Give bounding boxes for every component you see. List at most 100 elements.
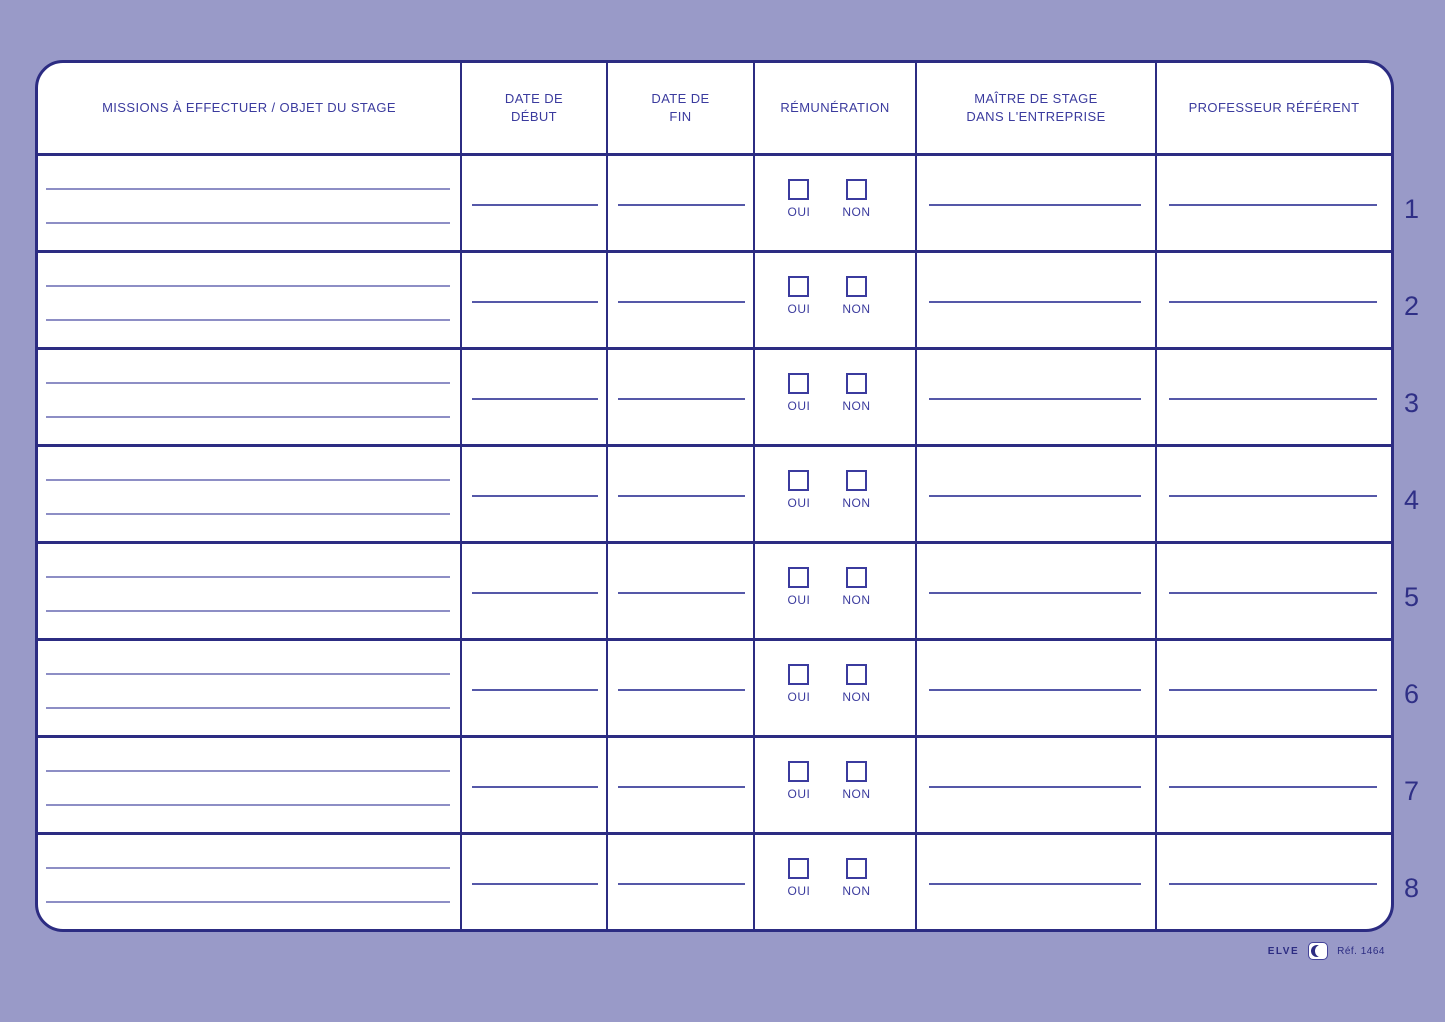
non-checkbox-group: NON xyxy=(842,858,870,898)
professeur-referent-writing-line[interactable] xyxy=(1169,592,1377,594)
date-debut-writing-line[interactable] xyxy=(472,495,598,497)
date-debut-writing-line[interactable] xyxy=(472,592,598,594)
oui-checkbox-group: OUI xyxy=(787,858,810,898)
maitre-de-stage-cell xyxy=(915,544,1155,638)
date-fin-writing-line[interactable] xyxy=(618,883,745,885)
date-fin-writing-line[interactable] xyxy=(618,689,745,691)
non-checkbox[interactable] xyxy=(845,276,867,297)
oui-label: OUI xyxy=(787,496,811,510)
date-debut-writing-line[interactable] xyxy=(472,883,598,885)
non-checkbox[interactable] xyxy=(845,858,867,879)
professeur-referent-writing-line[interactable] xyxy=(1169,301,1377,303)
date-debut-writing-line[interactable] xyxy=(472,689,598,691)
oui-checkbox[interactable] xyxy=(788,276,810,297)
professeur-referent-writing-line[interactable] xyxy=(1169,689,1377,691)
oui-checkbox[interactable] xyxy=(788,664,810,685)
date-debut-cell xyxy=(460,350,606,444)
row-number-column: 1 2 3 4 5 6 7 8 xyxy=(1400,155,1444,931)
maitre-de-stage-writing-line[interactable] xyxy=(929,495,1141,497)
date-debut-writing-line[interactable] xyxy=(472,398,598,400)
maitre-de-stage-writing-line[interactable] xyxy=(929,883,1141,885)
date-debut-writing-line[interactable] xyxy=(472,204,598,206)
maitre-de-stage-writing-line[interactable] xyxy=(929,592,1141,594)
missions-writing-line[interactable] xyxy=(46,319,450,321)
non-label: NON xyxy=(842,593,871,607)
missions-writing-line[interactable] xyxy=(46,770,450,772)
non-checkbox[interactable] xyxy=(845,761,867,782)
professeur-referent-writing-line[interactable] xyxy=(1169,786,1377,788)
missions-writing-line[interactable] xyxy=(46,610,450,612)
missions-writing-line[interactable] xyxy=(46,901,450,903)
maitre-de-stage-writing-line[interactable] xyxy=(929,301,1141,303)
missions-writing-line[interactable] xyxy=(46,707,450,709)
row-number: 1 xyxy=(1404,194,1420,224)
oui-checkbox[interactable] xyxy=(788,858,810,879)
non-checkbox[interactable] xyxy=(845,179,867,200)
row-number: 6 xyxy=(1404,679,1420,709)
missions-cell xyxy=(38,447,460,541)
missions-cell xyxy=(38,738,460,832)
date-debut-writing-line[interactable] xyxy=(472,301,598,303)
remuneration-cell: OUI NON xyxy=(753,835,915,929)
date-fin-cell xyxy=(606,544,753,638)
table-row: OUI NON xyxy=(38,735,1391,832)
date-fin-cell xyxy=(606,447,753,541)
date-fin-writing-line[interactable] xyxy=(618,398,745,400)
non-checkbox[interactable] xyxy=(845,470,867,491)
date-fin-writing-line[interactable] xyxy=(618,204,745,206)
missions-writing-line[interactable] xyxy=(46,804,450,806)
professeur-referent-cell xyxy=(1155,253,1391,347)
date-fin-writing-line[interactable] xyxy=(618,495,745,497)
maitre-de-stage-writing-line[interactable] xyxy=(929,786,1141,788)
professeur-referent-writing-line[interactable] xyxy=(1169,495,1377,497)
oui-label: OUI xyxy=(787,205,811,219)
professeur-referent-cell xyxy=(1155,156,1391,250)
oui-checkbox[interactable] xyxy=(788,179,810,200)
missions-writing-line[interactable] xyxy=(46,479,450,481)
missions-writing-line[interactable] xyxy=(46,513,450,515)
missions-writing-line[interactable] xyxy=(46,188,450,190)
professeur-referent-writing-line[interactable] xyxy=(1169,398,1377,400)
row-number: 5 xyxy=(1404,582,1420,612)
oui-checkbox-group: OUI xyxy=(787,179,810,219)
date-fin-writing-line[interactable] xyxy=(618,592,745,594)
non-checkbox[interactable] xyxy=(845,567,867,588)
non-checkbox[interactable] xyxy=(845,664,867,685)
oui-label: OUI xyxy=(787,302,811,316)
oui-checkbox-group: OUI xyxy=(787,664,810,704)
date-fin-writing-line[interactable] xyxy=(618,786,745,788)
missions-writing-line[interactable] xyxy=(46,673,450,675)
date-debut-writing-line[interactable] xyxy=(472,786,598,788)
professeur-referent-writing-line[interactable] xyxy=(1169,204,1377,206)
oui-checkbox[interactable] xyxy=(788,470,810,491)
non-label: NON xyxy=(842,690,871,704)
maitre-de-stage-writing-line[interactable] xyxy=(929,398,1141,400)
date-debut-cell xyxy=(460,738,606,832)
date-debut-cell xyxy=(460,253,606,347)
missions-writing-line[interactable] xyxy=(46,867,450,869)
missions-cell xyxy=(38,350,460,444)
non-checkbox[interactable] xyxy=(845,373,867,394)
column-header-date-fin: DATE DE FIN xyxy=(606,63,753,153)
column-header-maitre-de-stage: MAÎTRE DE STAGE DANS L'ENTREPRISE xyxy=(915,63,1155,153)
non-checkbox-group: NON xyxy=(842,179,870,219)
missions-writing-line[interactable] xyxy=(46,382,450,384)
maitre-de-stage-writing-line[interactable] xyxy=(929,204,1141,206)
oui-checkbox[interactable] xyxy=(788,567,810,588)
oui-checkbox[interactable] xyxy=(788,761,810,782)
date-fin-writing-line[interactable] xyxy=(618,301,745,303)
maitre-de-stage-writing-line[interactable] xyxy=(929,689,1141,691)
non-checkbox-group: NON xyxy=(842,761,870,801)
missions-writing-line[interactable] xyxy=(46,576,450,578)
maitre-de-stage-cell xyxy=(915,835,1155,929)
professeur-referent-writing-line[interactable] xyxy=(1169,883,1377,885)
missions-writing-line[interactable] xyxy=(46,285,450,287)
table-row: OUI NON xyxy=(38,347,1391,444)
table-row: OUI NON xyxy=(38,832,1391,929)
oui-checkbox-group: OUI xyxy=(787,276,810,316)
missions-writing-line[interactable] xyxy=(46,416,450,418)
oui-checkbox[interactable] xyxy=(788,373,810,394)
missions-writing-line[interactable] xyxy=(46,222,450,224)
table-row: OUI NON xyxy=(38,638,1391,735)
non-label: NON xyxy=(842,205,871,219)
